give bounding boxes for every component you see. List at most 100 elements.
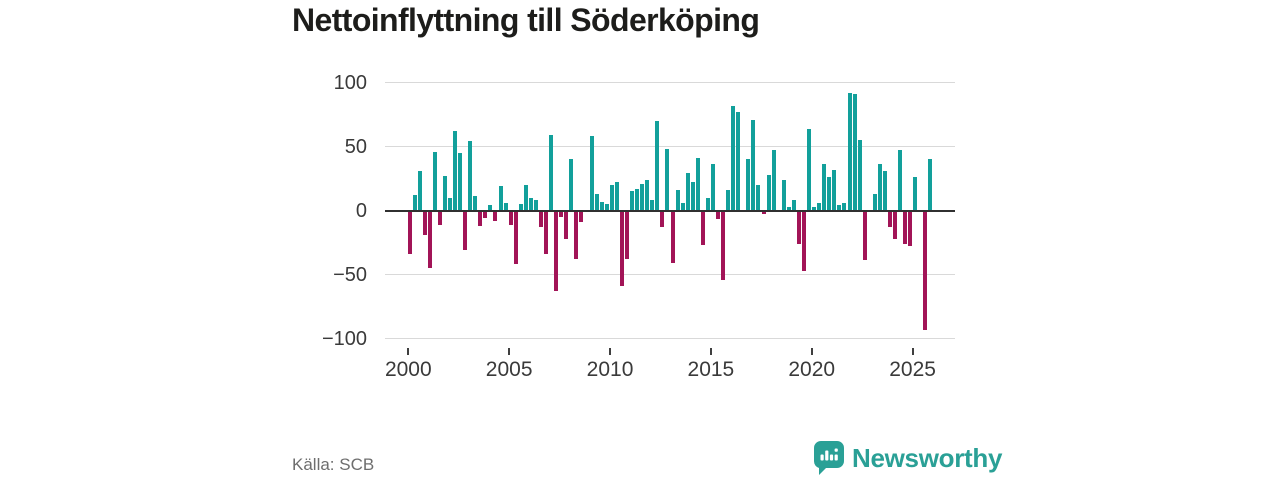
bar-negative <box>508 210 513 225</box>
bar-positive <box>791 200 796 211</box>
bar-positive <box>736 111 741 211</box>
bar-positive <box>604 204 609 211</box>
bar-positive <box>447 197 452 211</box>
bar-negative <box>463 210 468 251</box>
bar-positive <box>432 151 437 211</box>
bar-positive <box>705 197 710 211</box>
x-axis-label: 2010 <box>586 358 634 381</box>
bar-positive <box>898 150 903 211</box>
chart-title: Nettoinflyttning till Söderköping <box>292 2 760 38</box>
bar-negative <box>493 210 498 221</box>
x-axis-label: 2025 <box>889 358 936 381</box>
y-axis-label: 100 <box>333 71 367 94</box>
bar-positive <box>675 190 680 211</box>
bar-positive <box>837 205 842 211</box>
bar-positive <box>882 170 887 211</box>
bar-positive <box>928 159 933 211</box>
bar-positive <box>609 184 614 211</box>
bar-positive <box>614 182 619 211</box>
bar-negative <box>559 210 564 217</box>
bar-negative <box>908 210 913 247</box>
newsworthy-logo[interactable]: Newsworthy <box>814 441 1002 475</box>
bar-positive <box>412 195 417 211</box>
bar-negative <box>422 210 427 235</box>
bar-negative <box>483 210 488 219</box>
bar-positive <box>458 152 463 211</box>
bar-negative <box>721 210 726 280</box>
bar-negative <box>478 210 483 226</box>
bar-positive <box>645 179 650 211</box>
bar-positive <box>549 134 554 211</box>
bar-positive <box>650 200 655 211</box>
x-axis-label: 2015 <box>687 358 735 381</box>
x-axis-tick <box>810 348 813 355</box>
bar-positive <box>746 159 751 211</box>
bar-positive <box>594 193 599 211</box>
bar-positive <box>807 128 812 211</box>
bar-positive <box>710 164 715 211</box>
bar-negative <box>903 210 908 244</box>
bar-negative <box>716 210 721 220</box>
gridline <box>385 274 955 275</box>
bar-positive <box>842 202 847 211</box>
bar-negative <box>802 210 806 271</box>
bar-positive <box>726 190 731 211</box>
bar-positive <box>417 170 422 211</box>
bar-positive <box>453 131 458 211</box>
bar-positive <box>781 179 786 211</box>
bar-positive <box>665 149 670 211</box>
gridline <box>385 338 955 339</box>
bar-negative <box>893 210 898 239</box>
bar-positive <box>498 186 503 211</box>
gridline <box>385 146 955 147</box>
bar-positive <box>872 193 877 211</box>
x-axis-tick <box>609 348 612 355</box>
x-axis-tick <box>911 348 914 355</box>
bar-positive <box>771 150 776 211</box>
bar-positive <box>640 183 645 211</box>
x-axis-label: 2005 <box>485 358 533 381</box>
bar-positive <box>817 202 822 211</box>
bar-positive <box>852 94 857 211</box>
x-axis-label: 2000 <box>384 358 432 381</box>
bar-negative <box>700 210 705 246</box>
bar-positive <box>655 120 660 211</box>
x-axis-label: 2020 <box>788 358 836 381</box>
bar-negative <box>624 210 629 260</box>
bar-positive <box>523 184 528 211</box>
y-axis-label: −50 <box>333 263 367 286</box>
bar-negative <box>554 210 559 292</box>
bar-positive <box>473 196 478 211</box>
bar-positive <box>822 164 827 211</box>
bar-positive <box>442 175 447 211</box>
bar-positive <box>812 206 817 211</box>
bar-negative <box>427 210 432 269</box>
bar-positive <box>680 202 685 211</box>
bar-negative <box>539 210 543 228</box>
bar-positive <box>695 158 700 211</box>
bar-positive <box>751 119 756 211</box>
x-axis-tick <box>407 348 410 355</box>
bar-negative <box>862 210 867 261</box>
y-axis-label: 0 <box>355 199 367 222</box>
bar-positive <box>877 164 882 211</box>
bar-negative <box>796 210 801 244</box>
bar-negative <box>619 210 624 287</box>
x-axis-tick <box>508 348 511 355</box>
bar-positive <box>786 206 791 211</box>
bar-positive <box>533 200 538 211</box>
bar-positive <box>827 177 832 211</box>
bar-positive <box>832 169 837 211</box>
x-axis-tick <box>709 348 712 355</box>
bar-negative <box>923 210 928 330</box>
bar-negative <box>887 210 892 228</box>
bar-positive <box>731 105 736 211</box>
bar-positive <box>528 197 533 211</box>
source-label: Källa: SCB <box>292 455 375 474</box>
bar-negative <box>544 210 549 255</box>
bar-positive <box>630 191 635 211</box>
bar-positive <box>847 92 852 211</box>
bar-positive <box>468 141 473 211</box>
